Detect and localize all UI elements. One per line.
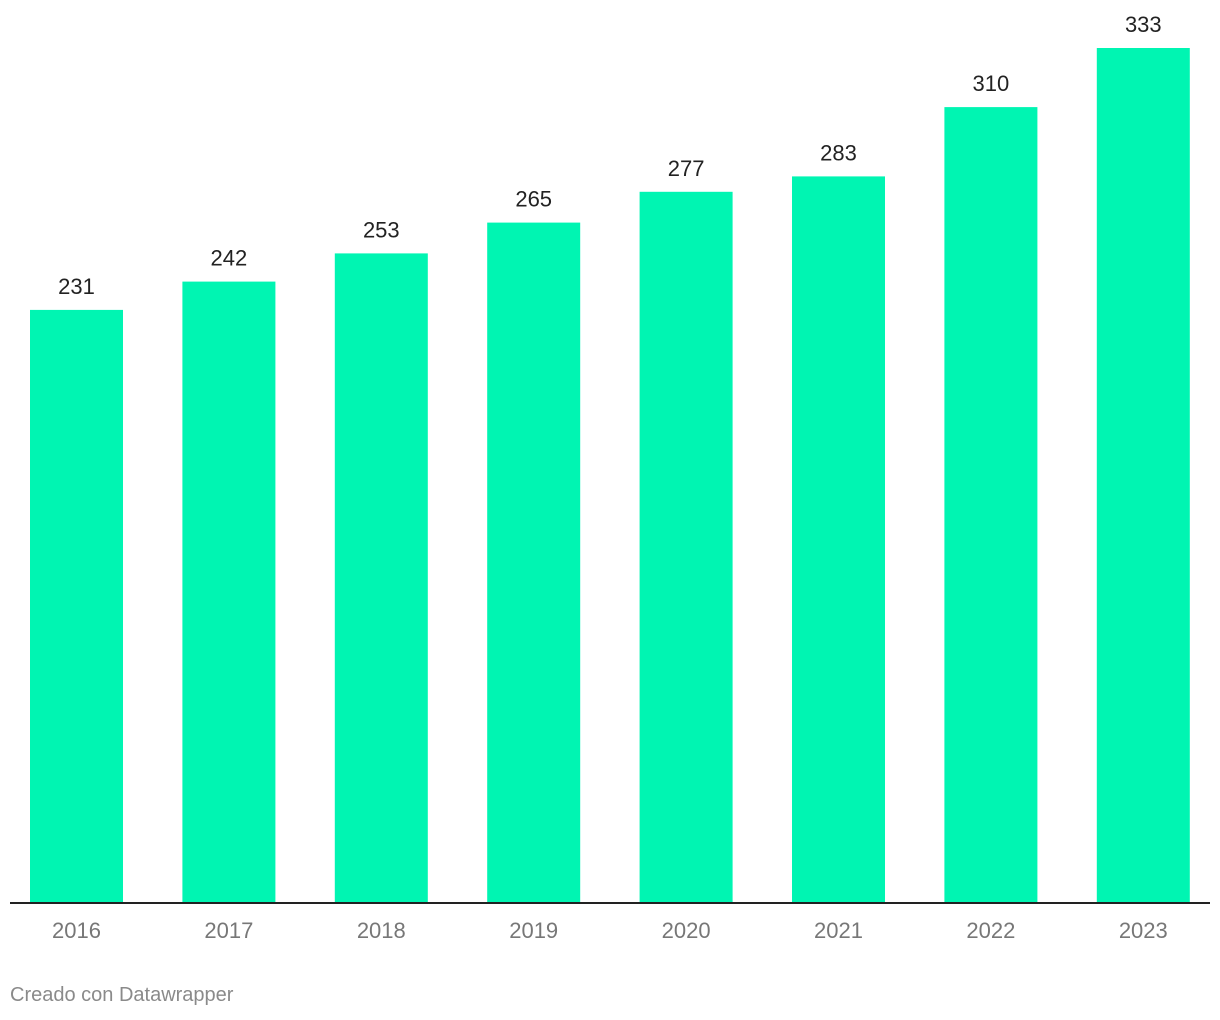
bar-2020	[639, 191, 733, 904]
x-axis-tick-labels: 2016 2017 2018 2019 2020 2021 2022 2023	[52, 918, 1168, 943]
x-tick-label-2019: 2019	[509, 918, 558, 943]
x-tick-label-2016: 2016	[52, 918, 101, 943]
bar-2023	[1096, 48, 1190, 903]
value-label-2019: 265	[515, 187, 552, 212]
x-tick-label-2017: 2017	[204, 918, 253, 943]
bar-2017	[182, 281, 276, 904]
x-tick-label-2018: 2018	[357, 918, 406, 943]
x-tick-label-2023: 2023	[1119, 918, 1168, 943]
bar-2021	[792, 176, 885, 903]
value-label-2021: 283	[820, 140, 857, 165]
x-tick-label-2021: 2021	[814, 918, 863, 943]
value-label-2022: 310	[973, 71, 1010, 96]
value-label-2017: 242	[211, 246, 248, 271]
value-label-2018: 253	[363, 217, 400, 242]
value-label-2020: 277	[668, 156, 705, 181]
bar-2022	[944, 107, 1038, 904]
value-labels: 231 242 253 265 277 283 310 333	[58, 12, 1162, 299]
bar-2016	[30, 309, 123, 903]
bar-2018	[334, 253, 428, 903]
footer-credit: Creado con Datawrapper	[10, 984, 234, 1006]
bar-2019	[487, 222, 581, 904]
value-label-2016: 231	[58, 274, 95, 299]
x-tick-label-2022: 2022	[966, 918, 1015, 943]
bars	[30, 48, 1190, 904]
x-tick-label-2020: 2020	[662, 918, 711, 943]
value-label-2023: 333	[1125, 12, 1162, 37]
